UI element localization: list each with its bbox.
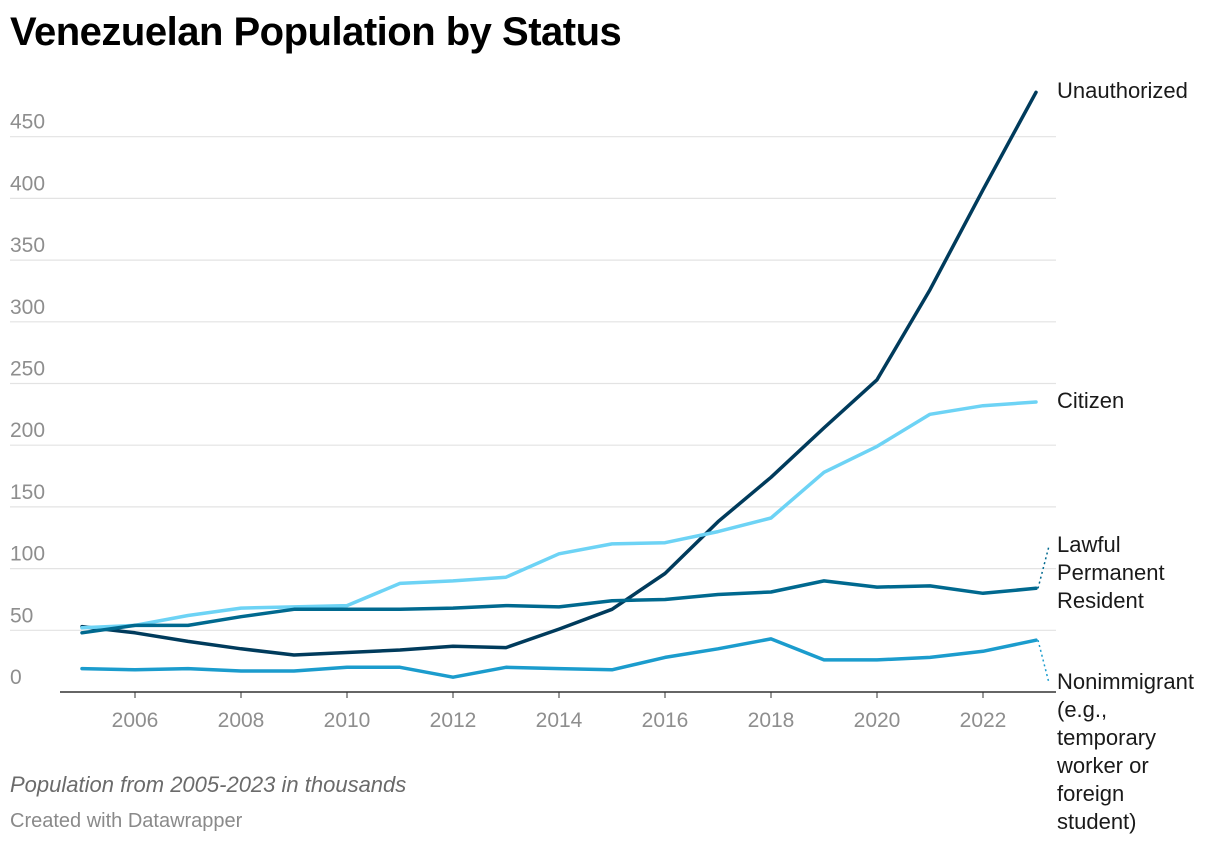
x-tick-label-2020: 2020	[854, 709, 901, 732]
series-line-1	[80, 400, 1038, 630]
series-label-1: Citizen	[1057, 388, 1124, 413]
series-label-connector-3	[1037, 639, 1050, 684]
x-tick-label-2006: 2006	[112, 709, 159, 732]
grid-layer	[10, 136, 1056, 693]
chart-title: Venezuelan Population by Status	[10, 10, 622, 54]
series-label-connector-2	[1037, 545, 1050, 589]
series-line-3	[80, 637, 1038, 679]
y-tick-label-250: 250	[10, 358, 45, 381]
x-tick-label-2016: 2016	[642, 709, 689, 732]
axis-layer: 0 50 100 150 200 250 300 350 400 450 2006 2008 2010 2…	[10, 111, 1006, 732]
y-tick-label-100: 100	[10, 543, 45, 566]
y-tick-label-50: 50	[10, 604, 33, 627]
chart-note: Population from 2005-2023 in thousands	[10, 772, 407, 797]
y-tick-label-450: 450	[10, 111, 45, 134]
y-tick-label-300: 300	[10, 296, 45, 319]
series-label-2: Lawful Permanent Resident	[1057, 532, 1165, 613]
chart-credit: Created with Datawrapper	[10, 810, 243, 832]
y-tick-label-200: 200	[10, 419, 45, 442]
series-line-0	[80, 90, 1038, 657]
x-tick-label-2010: 2010	[324, 709, 371, 732]
x-tick-label-2022: 2022	[960, 709, 1007, 732]
y-tick-label-0: 0	[10, 666, 22, 689]
x-tick-label-2008: 2008	[218, 709, 265, 732]
series-line-2	[80, 579, 1038, 635]
y-tick-label-150: 150	[10, 481, 45, 504]
series-label-0: Unauthorized	[1057, 78, 1188, 103]
x-tick-label-2018: 2018	[748, 709, 795, 732]
series-label-layer: Unauthorized Citizen Lawful Permanent Reside…	[1037, 78, 1194, 834]
y-tick-label-350: 350	[10, 234, 45, 257]
series-label-3: Nonimmigrant (e.g., temporary worker or fore…	[1056, 669, 1194, 834]
x-tick-label-2014: 2014	[536, 709, 583, 732]
x-tick-label-2012: 2012	[430, 709, 477, 732]
series-layer	[80, 90, 1038, 679]
y-tick-label-400: 400	[10, 172, 45, 195]
